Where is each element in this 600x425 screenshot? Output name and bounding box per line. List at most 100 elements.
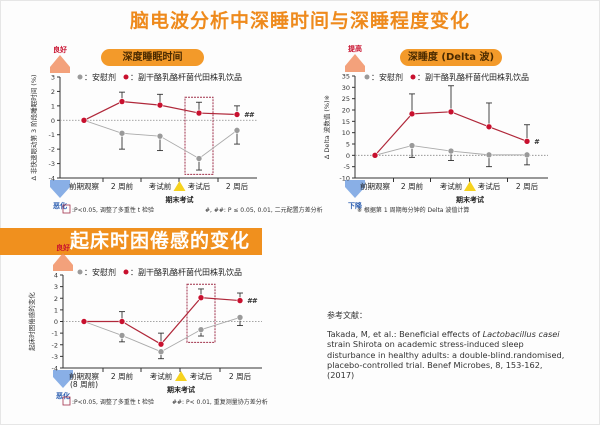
y-tick-label: 0	[51, 117, 55, 125]
ref-part-2: strain Shirota on academic stress-induce…	[327, 339, 565, 381]
exam-marker-label: 期末考试	[167, 385, 195, 394]
x-tick-label-line: 考试后	[478, 181, 501, 191]
up-label: 提高	[347, 44, 362, 53]
data-point-placebo	[195, 155, 203, 162]
y-axis-label: Δ Delta 波数值 (%)※	[322, 95, 331, 159]
data-point-drink	[157, 340, 165, 348]
data-point-drink	[197, 294, 205, 301]
x-tick-label: 2 周前	[401, 181, 424, 191]
y-tick-label: -1	[49, 131, 55, 139]
exam-marker-label: 期末考试	[456, 195, 484, 204]
y-tick-label: -2	[52, 341, 58, 349]
down-label: 下降	[348, 201, 363, 210]
y-tick-label: 10	[342, 129, 350, 137]
x-tick-label: 考试前	[149, 181, 172, 191]
x-tick-label: 2 周后	[229, 371, 252, 381]
footnote: :P<0.05, 调整了多重性 t 检验	[72, 206, 154, 214]
data-point-placebo	[118, 332, 126, 339]
legend-drink-label: ：副干酪乳酪杆菌代田株乳饮品	[130, 72, 242, 82]
ref-species: Lactobacillus casei	[482, 329, 560, 339]
significance-box-legend-icon	[62, 204, 71, 214]
x-tick-label: 前期观察	[69, 181, 99, 191]
references-text: Takada, M, et al.: Beneficial effects of…	[327, 329, 567, 380]
x-tick-label: 考试后	[478, 181, 501, 191]
legend-placebo-marker	[364, 74, 370, 80]
y-tick-label: 0	[346, 152, 350, 160]
y-tick-label: -5	[344, 163, 350, 171]
y-tick-label: 2	[51, 88, 55, 96]
data-point-drink	[236, 297, 244, 304]
ref-part-1: Takada, M, et al.: Beneficial effects of	[327, 329, 483, 339]
legend-drink-marker	[410, 74, 416, 80]
legend-placebo-label: ：安慰剂	[84, 267, 116, 277]
x-tick-label-line: 考试前	[440, 181, 463, 191]
references-heading: 参考文献：	[327, 311, 367, 320]
data-point-drink	[523, 137, 531, 145]
x-tick-label: 2 周前	[111, 371, 134, 381]
up-arrow-icon	[345, 54, 365, 72]
legend-drink-label: ：副干酪乳酪杆菌代田株乳饮品	[130, 267, 242, 277]
data-point-drink	[447, 108, 455, 116]
y-tick-label: -4	[49, 175, 55, 183]
legend-drink-label: ：副干酪乳酪杆菌代田株乳饮品	[417, 72, 529, 82]
data-point-drink	[371, 152, 379, 159]
data-point-placebo	[156, 132, 164, 140]
down-label: 恶化	[53, 201, 67, 210]
x-tick-label-line: 考试前	[149, 181, 172, 191]
data-point-drink	[408, 110, 416, 118]
footnote: :P<0.05, 调整了多重性 t 检验	[72, 398, 154, 406]
x-tick-label-line: 2 周后	[516, 181, 539, 191]
x-tick-label: 前期观察	[360, 181, 390, 191]
data-point-drink	[485, 123, 493, 131]
up-arrow-icon	[53, 253, 73, 271]
x-tick-label-line: 考试后	[190, 371, 213, 381]
exam-marker-icon	[173, 181, 186, 191]
data-point-placebo	[447, 147, 455, 155]
y-tick-label: 2	[54, 295, 58, 303]
data-point-drink	[118, 98, 126, 105]
footnote: ※ 根据第 1 周期每分钟的 Delta 波值计算	[357, 206, 469, 214]
y-tick-label: 15	[342, 118, 350, 126]
y-tick-label: -1	[52, 330, 58, 338]
x-tick-label: 考试前	[440, 181, 463, 191]
significance-annotation: #	[534, 138, 540, 146]
x-tick-label-line: 考试后	[188, 181, 211, 191]
x-tick-label-line: 2 周后	[229, 371, 252, 381]
y-tick-label: 1	[51, 102, 55, 110]
x-tick-label-line: (8 周前)	[70, 379, 98, 389]
legend-drink-marker	[123, 74, 129, 80]
y-tick-label: -3	[49, 160, 55, 168]
y-tick-label: -4	[52, 365, 58, 373]
down-arrow-icon	[345, 180, 365, 198]
x-tick-label-line: 2 周前	[111, 371, 134, 381]
legend-placebo-marker	[77, 269, 83, 275]
y-tick-label: 5	[346, 141, 350, 149]
y-tick-label: 35	[342, 73, 350, 81]
y-tick-label: 25	[342, 95, 350, 103]
y-tick-label: -10	[339, 175, 350, 183]
x-tick-label-line: 2 周前	[111, 181, 134, 191]
data-point-drink	[80, 116, 88, 124]
data-point-drink	[118, 318, 126, 325]
down-arrow-icon	[53, 370, 73, 388]
x-tick-label-line: 2 周后	[226, 181, 249, 191]
y-tick-label: 4	[54, 272, 58, 280]
data-point-drink	[80, 318, 88, 325]
x-tick-label: 考试前	[150, 371, 173, 381]
x-tick-label: 前期观察(8 周前)	[69, 371, 99, 389]
up-label: 良好	[56, 243, 70, 252]
footnote: ##: P< 0.01, 重复测量协方差分析	[172, 398, 268, 406]
x-tick-label: 考试后	[188, 181, 211, 191]
x-tick-label-line: 前期观察	[69, 181, 99, 191]
y-axis-label: 起床时困倦感的变化	[27, 292, 36, 351]
data-point-placebo	[523, 151, 531, 159]
footnote: #, ##: P ≤ 0.05, 0.01, 二元配置方差分析	[205, 206, 323, 214]
data-point-placebo	[197, 326, 205, 333]
x-tick-label: 2 周后	[226, 181, 249, 191]
y-tick-label: 3	[51, 74, 55, 82]
legend-drink-marker	[123, 269, 129, 275]
data-point-drink	[233, 111, 241, 118]
x-tick-label-line: 前期观察	[360, 181, 390, 191]
x-tick-label: 2 周前	[111, 181, 134, 191]
